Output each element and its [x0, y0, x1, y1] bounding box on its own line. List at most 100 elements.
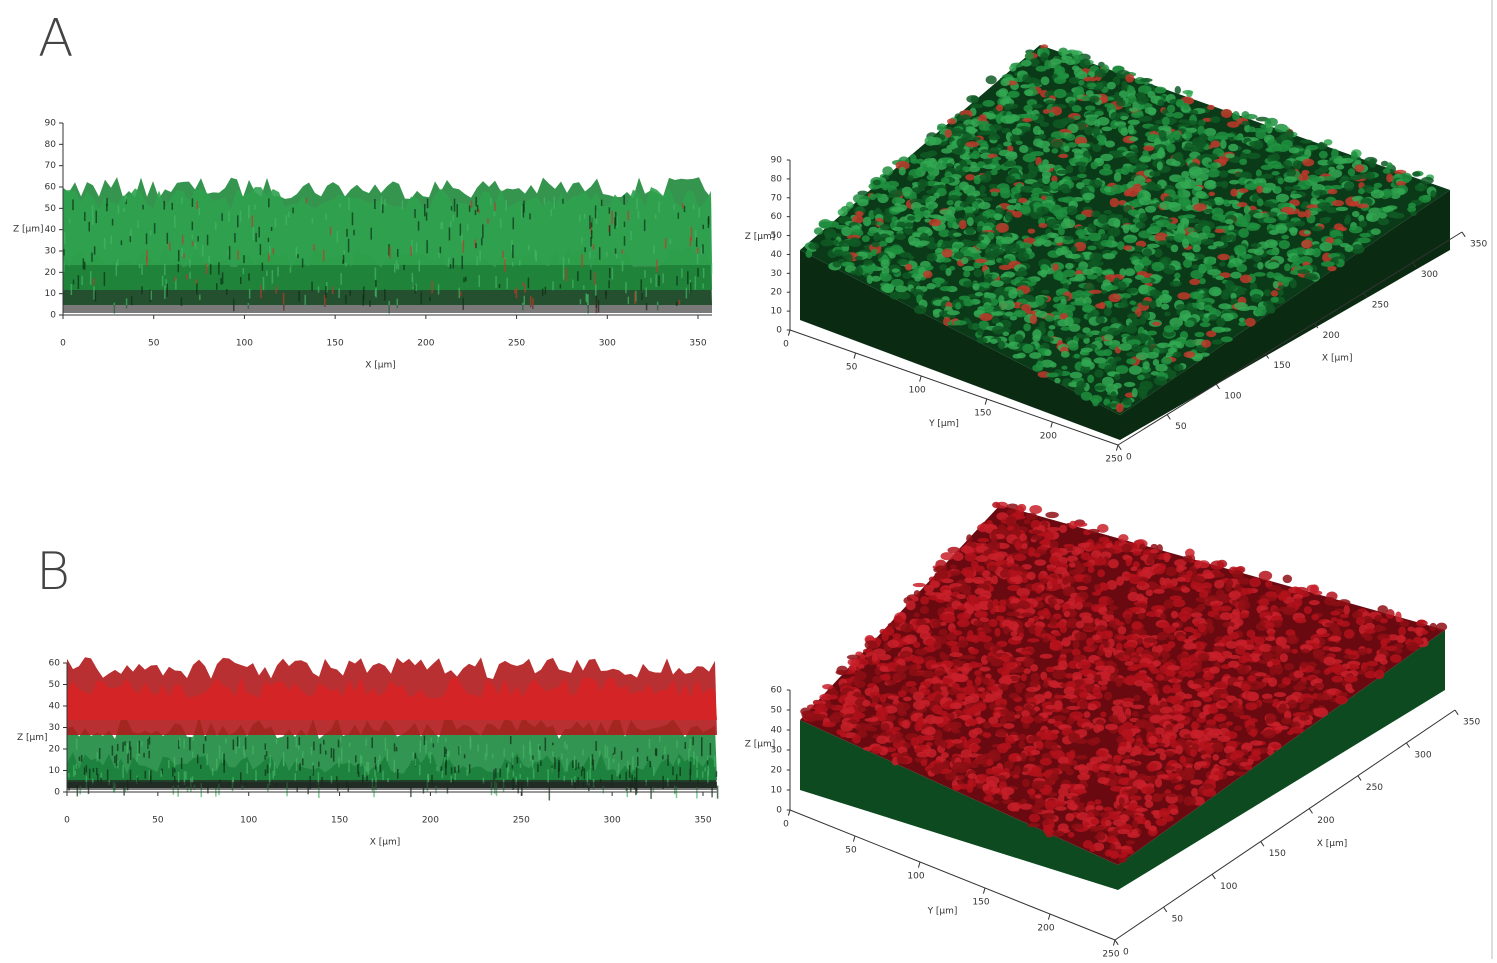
texture: [1316, 629, 1324, 635]
texture: [523, 204, 525, 218]
texture: [1349, 176, 1361, 181]
texture: [336, 776, 338, 782]
texture: [1278, 593, 1288, 601]
texture: [1038, 223, 1047, 228]
texture: [869, 194, 876, 200]
texture: [1238, 188, 1248, 193]
texture: [1108, 227, 1121, 237]
texture: [478, 209, 480, 214]
texture: [1035, 587, 1042, 594]
texture: [1292, 160, 1301, 169]
texture: [1261, 174, 1273, 179]
texture: [1069, 562, 1076, 567]
texture: [1075, 229, 1087, 236]
texture: [686, 288, 688, 299]
texture: [1140, 185, 1153, 189]
texture: [192, 241, 194, 246]
texture: [1183, 146, 1193, 150]
texture: [504, 259, 506, 272]
texture: [459, 745, 461, 754]
texture: [1344, 181, 1354, 191]
texture: [330, 227, 332, 235]
texture: [137, 220, 139, 228]
texture: [192, 751, 194, 757]
texture: [658, 276, 660, 287]
texture: [93, 768, 95, 772]
texture: [908, 255, 914, 260]
x-tick-label: 150: [331, 816, 348, 826]
texture: [983, 164, 997, 169]
texture: [1012, 354, 1021, 359]
texture: [260, 244, 262, 255]
texture: [164, 286, 166, 299]
texture: [1200, 239, 1214, 245]
texture: [973, 663, 983, 668]
texture: [609, 207, 611, 213]
texture: [1144, 642, 1151, 649]
texture: [505, 200, 507, 211]
texture: [1043, 109, 1050, 114]
texture: [687, 271, 689, 284]
x-tick-label: 300: [1421, 270, 1438, 280]
texture: [1148, 225, 1161, 232]
texture: [1049, 325, 1056, 329]
texture: [1225, 153, 1234, 158]
texture: [1029, 505, 1042, 514]
x-tick-label: 150: [327, 339, 344, 349]
texture: [871, 276, 881, 282]
texture: [147, 739, 149, 749]
texture: [221, 213, 223, 221]
texture: [75, 764, 77, 769]
texture: [1090, 644, 1098, 649]
texture: [1065, 673, 1073, 678]
texture: [1247, 153, 1261, 159]
texture: [73, 765, 75, 776]
texture: [1028, 228, 1036, 233]
texture: [1301, 239, 1312, 248]
texture: [389, 247, 391, 259]
texture: [323, 250, 325, 262]
texture: [685, 742, 687, 749]
texture: [1110, 185, 1124, 194]
texture: [655, 214, 657, 218]
texture: [181, 758, 183, 769]
texture: [384, 289, 386, 300]
texture: [1138, 116, 1152, 122]
texture: [1088, 233, 1101, 242]
texture: [1323, 176, 1336, 181]
texture: [634, 292, 636, 304]
texture: [196, 283, 198, 295]
texture: [440, 223, 442, 229]
texture: [1357, 648, 1367, 655]
texture: [1232, 609, 1240, 616]
texture: [345, 263, 347, 267]
texture: [252, 745, 254, 754]
texture: [1146, 611, 1160, 617]
texture: [352, 212, 354, 225]
texture: [148, 751, 150, 759]
texture: [1109, 621, 1116, 625]
texture: [1102, 253, 1115, 259]
texture: [64, 232, 66, 244]
z-tick-label: 50: [49, 680, 61, 690]
texture: [424, 204, 426, 216]
texture: [1007, 205, 1017, 210]
texture: [1023, 658, 1032, 667]
texture: [1210, 140, 1220, 147]
texture: [693, 205, 695, 209]
texture: [1127, 666, 1138, 671]
texture: [1215, 182, 1225, 187]
texture: [650, 761, 652, 767]
texture: [1293, 670, 1303, 678]
texture: [1092, 591, 1101, 595]
texture: [595, 741, 597, 751]
texture: [1390, 654, 1401, 663]
x-axis-label: X [µm]: [370, 838, 401, 848]
texture: [1174, 364, 1184, 371]
texture: [1256, 186, 1263, 194]
texture: [806, 250, 813, 258]
texture: [421, 292, 423, 305]
texture: [907, 175, 913, 181]
texture: [1136, 352, 1148, 360]
z-tick-label: 80: [45, 140, 57, 150]
